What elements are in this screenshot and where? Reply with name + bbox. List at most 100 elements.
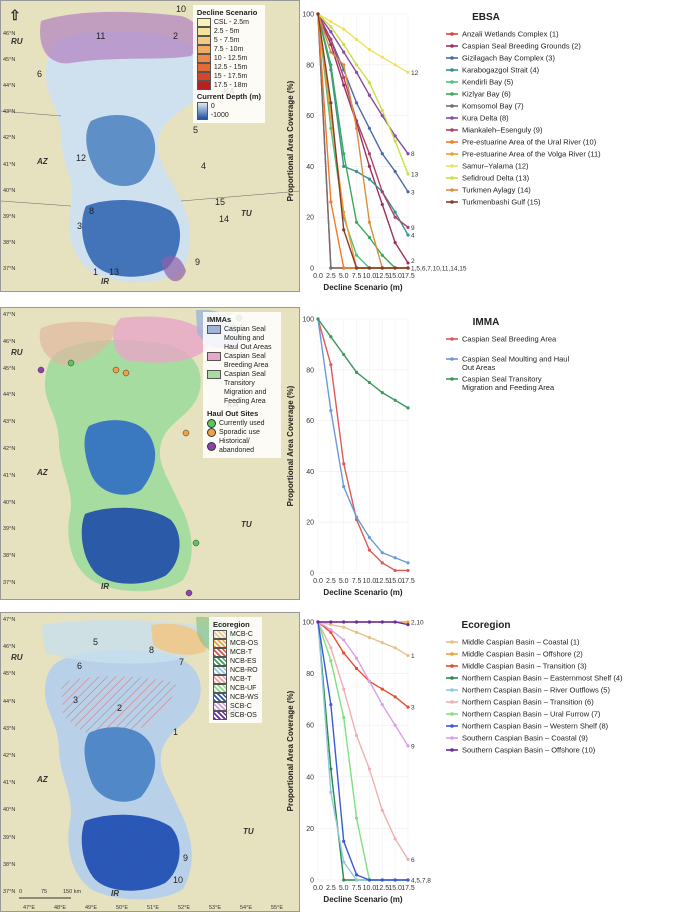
data-point	[406, 705, 410, 709]
site-number: 11	[96, 31, 106, 41]
legend-label: Middle Caspian Basin – Offshore (2)	[462, 650, 583, 659]
map3-legend-label: MCB-T	[230, 649, 253, 656]
data-point	[342, 625, 346, 629]
end-label: 8	[411, 151, 415, 158]
data-point	[354, 220, 359, 224]
map-ecoregion-legend: Ecoregion MCB-C MCB-OS MCB-T NCB-ES NCB-RO NC…	[209, 617, 263, 723]
site-number: 10	[176, 4, 187, 14]
legend-title: IMMA	[473, 317, 500, 328]
ecoregion-number: 6	[77, 661, 83, 671]
map-ebsa-legend: Decline Scenario CSL - 2.5m 2.5 - 5m 5 - 7…	[192, 5, 265, 123]
ecoregion-number: 8	[149, 645, 155, 655]
data-point	[380, 808, 384, 812]
haul-site-item: Historical/ abandoned	[207, 437, 277, 455]
data-point	[380, 878, 384, 882]
data-point	[329, 790, 333, 794]
plot-area: 0 20 40 60 80 100 0.0 2.5 5.0 7.5 10.0 12.5 15.0 17.5…	[286, 12, 467, 293]
y-tick-label: 100	[302, 317, 314, 324]
data-point	[329, 620, 333, 624]
data-point	[367, 620, 372, 624]
data-point	[367, 548, 372, 552]
data-point	[406, 561, 410, 565]
lat-tick-label: 38°N	[3, 861, 16, 868]
site-number: 13	[109, 267, 120, 277]
end-label: 9	[411, 225, 415, 232]
end-label: 9	[411, 743, 415, 750]
series-line	[317, 13, 409, 175]
data-point	[393, 878, 397, 882]
data-point	[380, 190, 384, 194]
map1-legend-swatch	[196, 72, 211, 81]
ecoregion-number: 10	[173, 875, 184, 885]
region-label: RU	[11, 348, 23, 357]
x-axis-label: Decline Scenario (m)	[323, 283, 402, 292]
data-point	[406, 70, 410, 75]
y-axis-label: Proportional Area Coverage (%)	[286, 80, 295, 201]
legend-marker	[450, 652, 454, 656]
data-point	[342, 638, 346, 642]
data-point	[342, 715, 346, 720]
lat-tick-label: 40°N	[3, 187, 16, 194]
map-imma: RU KA AZ TU IR IMMAs Caspian Seal Moulti…	[0, 307, 300, 600]
legend-label: Middle Caspian Basin – Transition (3)	[462, 662, 587, 671]
legend-label: Samur–Yalama (12)	[462, 162, 529, 171]
end-label: 12	[411, 70, 419, 77]
data-point	[393, 695, 397, 699]
region-label: IR	[111, 889, 119, 898]
map3-legend-swatch	[213, 693, 227, 702]
data-point	[329, 126, 333, 130]
data-point	[406, 620, 410, 624]
data-point	[380, 55, 384, 59]
legend-marker	[450, 377, 454, 381]
x-tick-label: 15.0	[388, 578, 402, 585]
lat-tick-label: 43°N	[3, 725, 16, 732]
end-label: 6	[411, 857, 415, 864]
legend-marker	[450, 200, 454, 204]
data-point	[342, 687, 346, 691]
data-point	[342, 485, 346, 489]
lat-tick-label: 44°N	[3, 392, 16, 399]
chart-imma: 0 20 40 60 80 100 0.0 2.5 5.0 7.5 10.0 12.5 15.0 17.5…	[282, 305, 685, 605]
lon-tick-label: 48°E	[54, 905, 66, 911]
end-label: 4	[411, 232, 415, 239]
region-label: IR	[101, 277, 109, 286]
series-line	[317, 13, 409, 74]
region-label: TU	[243, 827, 254, 836]
lon-tick-label: 55°E	[271, 905, 283, 911]
data-point	[393, 215, 397, 219]
y-tick-label: 40	[306, 774, 314, 781]
data-point	[329, 20, 333, 24]
data-point	[316, 12, 320, 16]
legend-title: EBSA	[472, 12, 500, 23]
end-label: 1,5,6,7,10,11,14,15	[411, 266, 467, 273]
haul-site-item: Sporadic use	[207, 428, 277, 437]
data-point	[354, 620, 359, 624]
region-label: TU	[241, 209, 252, 218]
map3-legend-label: MCB-OS	[230, 640, 258, 647]
data-point	[393, 837, 397, 841]
lat-tick-label: 44°N	[3, 83, 16, 90]
legend-marker	[450, 700, 454, 704]
data-point	[406, 233, 410, 237]
lat-tick-label: 45°N	[3, 671, 16, 678]
legend-label: Komsomol Bay (7)	[462, 102, 524, 111]
map3-legend-item: NCB-T	[213, 675, 258, 684]
data-point	[329, 30, 333, 34]
map3-legend-swatch	[213, 648, 227, 657]
data-point	[380, 202, 384, 207]
data-point	[329, 37, 333, 42]
data-point	[393, 556, 397, 560]
map1-legend-item: 17.5 - 18m	[196, 81, 261, 90]
legend-label: Northern Caspian Basin – River Outflows …	[462, 686, 610, 695]
data-point	[380, 266, 384, 270]
data-point	[380, 108, 384, 113]
map3-legend-swatch	[213, 711, 227, 720]
legend-marker	[450, 748, 454, 752]
data-point	[393, 63, 397, 67]
chart-ecoregion: 0 20 40 60 80 100 0.0 2.5 5.0 7.5 10.0 12.5 15.0 17.5…	[282, 608, 685, 912]
map3-legend-label: NCB-UF	[230, 685, 257, 692]
lat-tick-label: 41°N	[3, 161, 16, 168]
data-point	[406, 622, 410, 627]
map3-legend-item: SCB-C	[213, 702, 258, 711]
data-point	[354, 370, 359, 374]
